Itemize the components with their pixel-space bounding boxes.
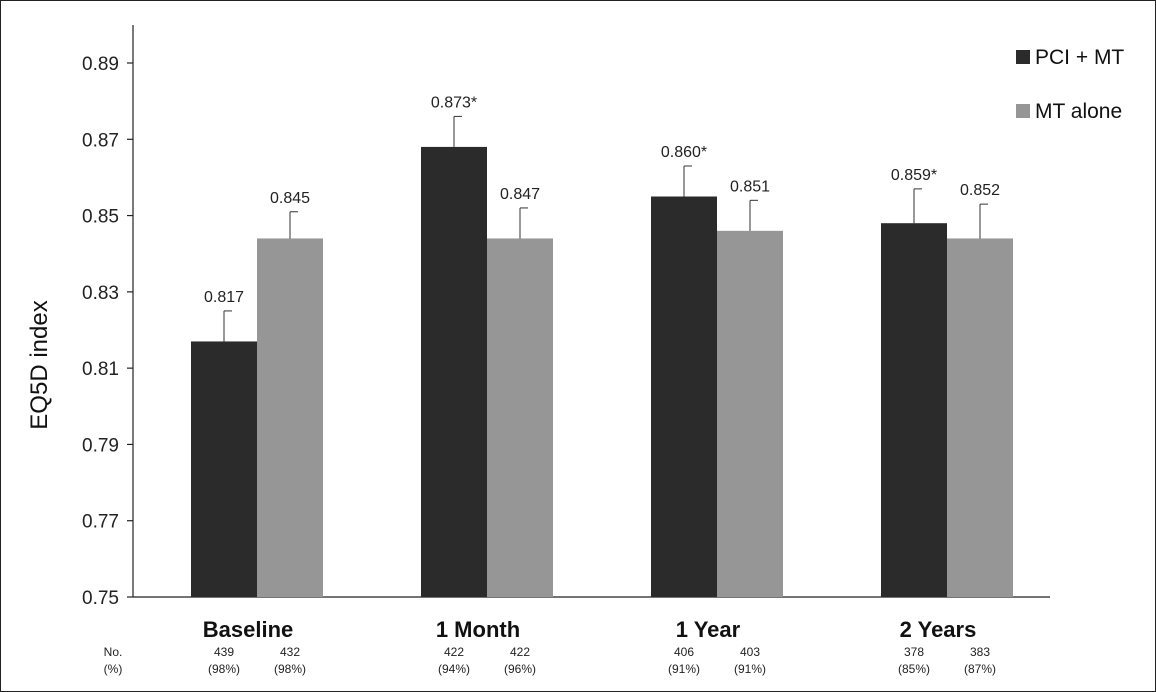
count-pct: (94%) [438, 662, 470, 676]
data-label: 0.847 [500, 186, 540, 203]
y-tick-label: 0.89 [82, 54, 119, 75]
count-n: 439 [214, 645, 234, 659]
count-n: 406 [674, 645, 694, 659]
y-tick-label: 0.83 [82, 283, 119, 304]
legend-label: PCI + MT [1035, 46, 1124, 69]
data-label: 0.859* [891, 167, 937, 184]
category-label: 1 Month [436, 617, 520, 642]
y-tick-label: 0.85 [82, 207, 119, 228]
bar-pci-mt [651, 196, 717, 597]
y-tick-label: 0.87 [82, 130, 119, 151]
y-tick-label: 0.81 [82, 359, 119, 380]
count-pct: (91%) [734, 662, 766, 676]
category-label: Baseline [203, 617, 294, 642]
count-n: 422 [510, 645, 530, 659]
count-n: 378 [904, 645, 924, 659]
data-label: 0.852 [960, 182, 1000, 199]
bar-pci-mt [421, 146, 487, 597]
y-tick-label: 0.77 [82, 512, 119, 533]
count-n: 383 [970, 645, 990, 659]
count-pct: (96%) [504, 662, 536, 676]
data-label: 0.817 [204, 289, 244, 306]
bar-pci-mt [191, 341, 257, 597]
data-label: 0.851 [730, 178, 770, 195]
count-n: 403 [740, 645, 760, 659]
count-n: 422 [444, 645, 464, 659]
category-label: 2 Years [900, 617, 977, 642]
count-pct: (98%) [274, 662, 306, 676]
bar-pci-mt [881, 223, 947, 597]
counts-header-no: No. [104, 645, 123, 659]
data-label: 0.860* [661, 144, 707, 161]
bar-mt-alone [947, 238, 1013, 597]
bar-mt-alone [257, 238, 323, 597]
bar-mt-alone [487, 238, 553, 597]
legend-swatch-pci-mt [1016, 50, 1030, 64]
legend-label: MT alone [1035, 100, 1122, 123]
counts-header-pct: (%) [104, 662, 123, 676]
count-pct: (87%) [964, 662, 996, 676]
y-tick-label: 0.75 [82, 588, 119, 609]
count-pct: (98%) [208, 662, 240, 676]
count-pct: (85%) [898, 662, 930, 676]
y-axis-label: EQ5D index [26, 300, 53, 429]
y-tick-label: 0.79 [82, 435, 119, 456]
data-label: 0.873* [431, 94, 477, 111]
legend-swatch-mt-alone [1016, 104, 1030, 118]
count-n: 432 [280, 645, 300, 659]
count-pct: (91%) [668, 662, 700, 676]
bar-mt-alone [717, 230, 783, 598]
data-label: 0.845 [270, 190, 310, 207]
category-label: 1 Year [676, 617, 741, 642]
